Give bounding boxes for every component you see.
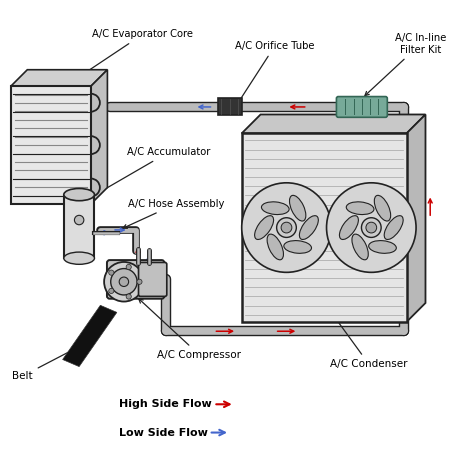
- Circle shape: [126, 294, 131, 299]
- Text: A/C Orifice Tube: A/C Orifice Tube: [232, 41, 314, 112]
- Circle shape: [137, 279, 142, 284]
- Ellipse shape: [384, 216, 403, 239]
- Text: Belt: Belt: [12, 347, 78, 381]
- FancyBboxPatch shape: [218, 99, 242, 116]
- Polygon shape: [91, 70, 108, 204]
- Circle shape: [281, 222, 292, 233]
- FancyBboxPatch shape: [242, 133, 407, 322]
- Ellipse shape: [352, 234, 368, 260]
- Circle shape: [366, 222, 377, 233]
- Ellipse shape: [300, 216, 319, 239]
- Text: A/C In-line
Filter Kit: A/C In-line Filter Kit: [365, 33, 447, 96]
- Ellipse shape: [64, 189, 94, 201]
- FancyBboxPatch shape: [337, 97, 387, 117]
- Polygon shape: [407, 115, 426, 322]
- Circle shape: [104, 262, 144, 301]
- Circle shape: [109, 288, 114, 293]
- Ellipse shape: [346, 202, 374, 215]
- Text: A/C Compressor: A/C Compressor: [139, 299, 241, 360]
- Ellipse shape: [262, 202, 289, 215]
- Ellipse shape: [255, 216, 273, 239]
- Circle shape: [277, 218, 296, 237]
- Ellipse shape: [64, 252, 94, 264]
- Ellipse shape: [290, 195, 306, 221]
- FancyBboxPatch shape: [138, 263, 167, 296]
- Circle shape: [126, 264, 131, 270]
- FancyBboxPatch shape: [11, 86, 91, 204]
- Text: High Side Flow: High Side Flow: [119, 399, 212, 409]
- Text: A/C Accumulator: A/C Accumulator: [83, 147, 210, 202]
- Ellipse shape: [339, 216, 358, 239]
- Ellipse shape: [267, 234, 283, 260]
- Circle shape: [111, 269, 137, 295]
- Ellipse shape: [369, 241, 396, 253]
- Text: A/C Hose Assembly: A/C Hose Assembly: [123, 199, 224, 228]
- Ellipse shape: [374, 195, 391, 221]
- FancyBboxPatch shape: [64, 195, 94, 258]
- Polygon shape: [63, 305, 117, 366]
- Circle shape: [362, 218, 381, 237]
- Polygon shape: [242, 115, 426, 133]
- FancyBboxPatch shape: [107, 260, 164, 299]
- Text: Low Side Flow: Low Side Flow: [119, 428, 208, 438]
- Ellipse shape: [284, 241, 311, 253]
- Circle shape: [74, 215, 84, 225]
- Text: A/C Evaporator Core: A/C Evaporator Core: [68, 29, 193, 84]
- Text: A/C Condenser: A/C Condenser: [330, 316, 408, 369]
- Circle shape: [242, 183, 331, 273]
- Polygon shape: [11, 70, 108, 86]
- Circle shape: [109, 270, 114, 275]
- Circle shape: [327, 183, 416, 273]
- Circle shape: [119, 277, 128, 286]
